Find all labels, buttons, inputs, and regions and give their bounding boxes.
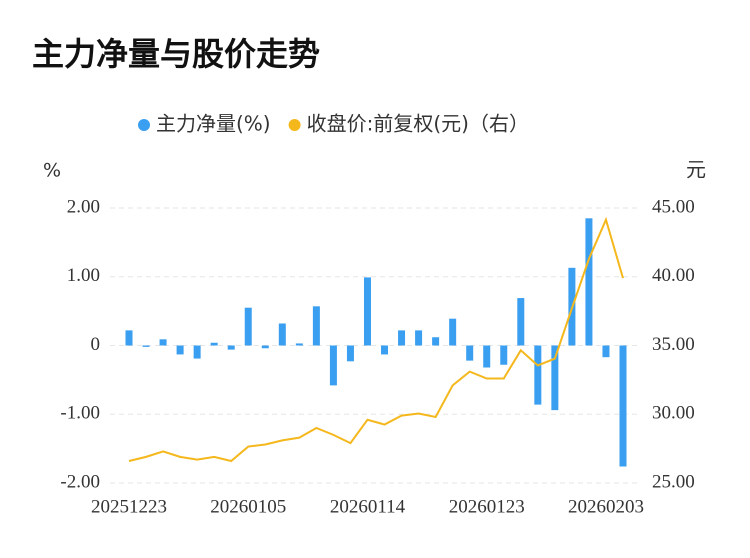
bar xyxy=(398,330,406,346)
bar xyxy=(619,345,627,467)
bar xyxy=(500,345,508,365)
price-line xyxy=(128,216,624,463)
bar xyxy=(295,343,303,346)
bar xyxy=(329,345,337,386)
legend-label: 主力净量(%) xyxy=(156,112,271,136)
y2-axis-label: 元 xyxy=(686,158,706,182)
bar xyxy=(466,345,474,361)
x-tick-label: 20251223 xyxy=(91,496,167,517)
bar xyxy=(551,345,559,411)
bar xyxy=(363,277,371,346)
y-tick-label: -1.00 xyxy=(60,403,100,424)
bar xyxy=(346,345,354,362)
y-tick-label: 0 xyxy=(91,334,101,355)
bar xyxy=(193,345,201,359)
x-tick-label: 20260114 xyxy=(330,496,406,517)
y2-tick-label: 25.00 xyxy=(652,471,695,492)
bar xyxy=(159,339,167,346)
legend-marker xyxy=(288,119,301,131)
bar xyxy=(278,323,286,346)
legend-label: 收盘价:前复权(元)（右） xyxy=(307,112,529,136)
x-tick-label: 20260105 xyxy=(210,496,286,517)
bar xyxy=(125,330,133,346)
bar xyxy=(602,345,610,358)
bar xyxy=(483,345,491,368)
y2-tick-label: 40.00 xyxy=(652,265,695,286)
bar xyxy=(415,330,423,346)
y2-tick-label: 30.00 xyxy=(652,403,695,424)
bar xyxy=(244,307,252,346)
bar xyxy=(381,345,389,355)
bar xyxy=(534,345,542,405)
bar xyxy=(210,342,218,346)
chart-title: 主力净量与股价走势 xyxy=(32,35,320,73)
bar xyxy=(449,318,457,346)
bar xyxy=(517,298,525,346)
bar xyxy=(261,345,269,349)
bar xyxy=(142,345,150,347)
x-tick-label: 20260203 xyxy=(568,496,644,517)
bar xyxy=(432,337,440,346)
bar xyxy=(585,218,593,346)
y2-tick-label: 45.00 xyxy=(652,196,695,217)
y-axis-label: % xyxy=(43,160,61,182)
bar xyxy=(312,306,320,346)
y-tick-label: 1.00 xyxy=(67,265,100,286)
x-tick-label: 20260123 xyxy=(449,496,525,517)
legend-marker xyxy=(138,119,150,131)
bar xyxy=(227,345,235,350)
y2-tick-label: 35.00 xyxy=(652,334,695,355)
bar xyxy=(176,345,184,355)
y-tick-label: 2.00 xyxy=(67,196,100,217)
y-tick-label: -2.00 xyxy=(60,471,100,492)
